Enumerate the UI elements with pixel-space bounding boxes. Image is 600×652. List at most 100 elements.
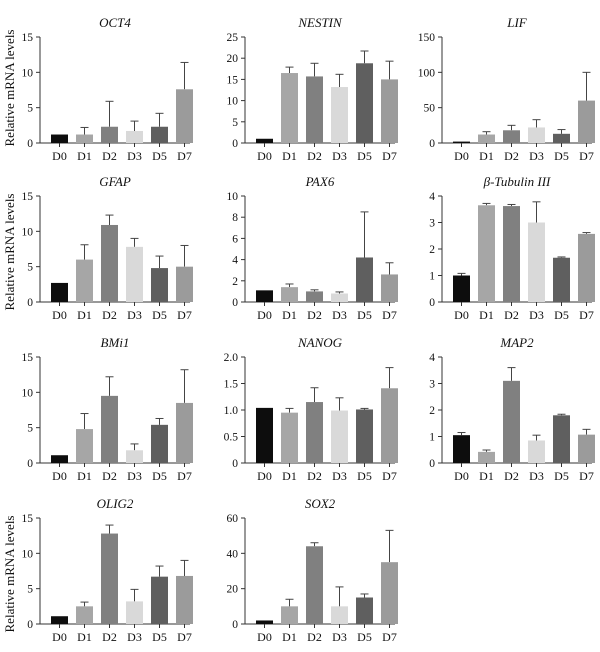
category-label: D3 [127,149,142,163]
bar-d2 [306,402,323,463]
category-label: D7 [177,149,192,163]
bar-d1 [478,134,495,143]
y-tick-label: 3 [429,218,435,230]
y-tick-label: 2.0 [224,352,239,364]
panel-title: β-Tubulin III [483,174,551,189]
category-label: D7 [579,149,594,163]
category-label: D2 [102,308,117,322]
panel-tubulin-iii: β-Tubulin III 0 1 2 3 4 D0 D1 D2 D3 D5 D7 [429,174,595,322]
category-label: D7 [382,630,397,644]
bar-d3 [126,601,143,624]
category-label: D2 [307,149,322,163]
y-tick-label: 0 [429,297,435,309]
category-label: D0 [52,308,67,322]
y-tick-label: 4 [232,255,238,267]
category-label: D0 [257,630,272,644]
category-label: D1 [479,308,494,322]
bar-d5 [151,424,168,463]
bar-d0 [51,134,68,143]
y-tick-label: 20 [227,584,239,596]
y-tick-label: 0 [232,297,238,309]
category-label: D2 [102,630,117,644]
bar-d2 [503,130,520,143]
y-tick-label: 20 [227,53,239,65]
y-tick-label: 15 [227,74,239,86]
bar-d5 [356,257,373,302]
bar-d7 [578,100,595,143]
panel-title: OCT4 [99,15,131,30]
category-label: D2 [307,469,322,483]
bar-d2 [503,380,520,463]
y-tick-label: 0 [429,138,435,150]
bar-d3 [126,246,143,302]
panel-title: MAP2 [499,335,534,350]
y-tick-label: 10 [227,96,239,108]
y-tick-label: 3 [429,379,435,391]
panel-title: SOX2 [305,496,336,511]
panel-title: BMi1 [101,335,130,350]
bar-d3 [126,450,143,463]
y-tick-label: 0 [27,619,33,631]
category-label: D5 [152,469,167,483]
category-label: D1 [479,469,494,483]
panel-title: GFAP [99,174,131,189]
bar-d0 [453,141,470,143]
bar-d3 [528,127,545,143]
bar-d1 [281,606,298,624]
bar-d5 [356,63,373,144]
y-tick-label: 15 [22,191,34,203]
y-axis-label-row-1: Relative mRNA levels [2,30,17,147]
y-axis-label-row-2: Relative mRNA levels [2,194,17,311]
category-label: D0 [52,469,67,483]
bar-d2 [306,546,323,624]
category-label: D3 [332,630,347,644]
category-label: D0 [257,469,272,483]
bar-d5 [151,126,168,143]
category-label: D0 [454,308,469,322]
y-tick-label: 10 [22,387,34,399]
y-tick-label: 10 [227,191,239,203]
category-label: D5 [357,308,372,322]
category-label: D2 [102,149,117,163]
bar-d7 [176,575,193,624]
category-label: D1 [77,149,92,163]
y-tick-label: 1.0 [224,405,239,417]
category-label: D7 [177,308,192,322]
bar-d0 [256,138,273,143]
bar-d3 [331,293,348,302]
y-tick-label: 15 [22,352,34,364]
y-tick-label: 5 [27,262,33,274]
bar-d0 [51,455,68,463]
bar-d3 [528,440,545,463]
bar-d7 [578,434,595,463]
y-tick-label: 40 [227,548,239,560]
bar-d5 [356,409,373,463]
category-label: D3 [332,149,347,163]
category-label: D3 [332,308,347,322]
category-label: D2 [504,149,519,163]
bar-d2 [101,126,118,143]
y-tick-label: 4 [429,191,435,203]
panel-title: NESTIN [297,15,343,30]
category-label: D7 [579,308,594,322]
y-tick-label: 5 [27,103,33,115]
y-tick-label: 5 [232,117,238,129]
panel-title: NANOG [297,335,343,350]
panel-pax6: PAX6 0 2 4 6 8 10 D0 D1 D2 D3 D5 D7 [227,174,398,322]
bar-d5 [553,257,570,302]
bar-d2 [503,206,520,302]
category-label: D2 [504,308,519,322]
category-label: D5 [357,469,372,483]
bar-d1 [281,412,298,463]
bar-d2 [101,395,118,463]
bar-d3 [528,222,545,302]
y-tick-label: 0 [232,138,238,150]
category-label: D1 [282,630,297,644]
bar-d7 [381,79,398,143]
panel-olig2: OLIG2 0 5 10 15 D0 D1 D2 D3 D5 D7 [22,496,193,644]
category-label: D0 [454,149,469,163]
panel-oct4: OCT4 0 5 10 15 D0 D1 D2 D3 D5 D7 [22,15,193,163]
bar-d2 [306,76,323,143]
bar-d0 [453,275,470,302]
bar-d7 [381,388,398,463]
